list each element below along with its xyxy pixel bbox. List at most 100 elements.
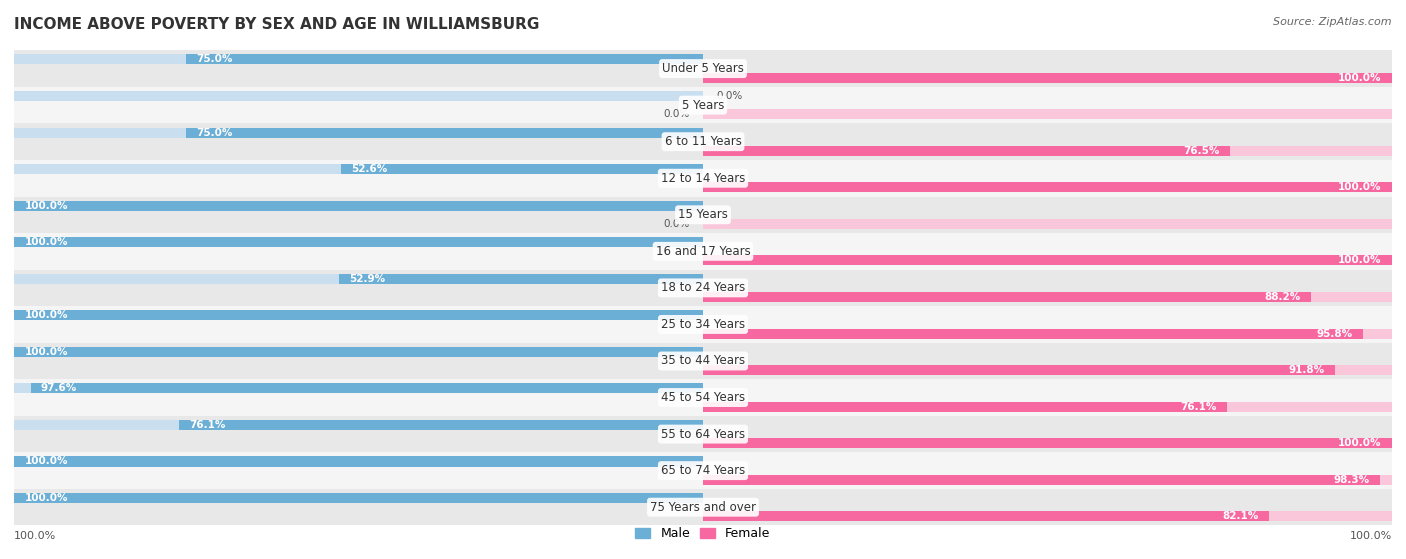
Bar [703, 365, 1392, 375]
Bar [31, 383, 703, 394]
Bar [703, 292, 1310, 302]
Text: 75.0%: 75.0% [197, 127, 233, 138]
Bar [14, 237, 703, 247]
Bar [14, 306, 1392, 343]
Text: 100.0%: 100.0% [14, 532, 56, 542]
Bar [703, 109, 1392, 119]
Bar [14, 343, 1392, 379]
Bar [14, 310, 703, 320]
Bar [14, 452, 1392, 489]
Bar [14, 201, 703, 211]
Bar [14, 50, 1392, 87]
Bar [14, 160, 1392, 197]
Bar [14, 54, 703, 64]
Bar [186, 54, 703, 64]
Bar [703, 329, 1392, 339]
Text: 15 Years: 15 Years [678, 209, 728, 221]
Bar [14, 420, 703, 430]
Bar [703, 182, 1392, 192]
Bar [14, 197, 1392, 233]
Bar [703, 292, 1392, 302]
Text: 12 to 14 Years: 12 to 14 Years [661, 172, 745, 184]
Bar [703, 73, 1392, 83]
Text: 95.8%: 95.8% [1316, 329, 1353, 339]
Bar [14, 347, 703, 357]
Text: 98.3%: 98.3% [1334, 475, 1369, 485]
Bar [14, 164, 703, 174]
Text: 55 to 64 Years: 55 to 64 Years [661, 428, 745, 440]
Bar [14, 416, 1392, 452]
Bar [703, 146, 1392, 156]
Bar [14, 233, 1392, 269]
Bar [703, 438, 1392, 448]
Text: 25 to 34 Years: 25 to 34 Years [661, 318, 745, 331]
Bar [14, 493, 703, 503]
Text: 35 to 44 Years: 35 to 44 Years [661, 354, 745, 367]
Bar [14, 124, 1392, 160]
Text: 18 to 24 Years: 18 to 24 Years [661, 281, 745, 295]
Text: Source: ZipAtlas.com: Source: ZipAtlas.com [1274, 17, 1392, 27]
Text: 100.0%: 100.0% [1339, 73, 1382, 83]
Text: 100.0%: 100.0% [24, 457, 67, 467]
Bar [703, 402, 1392, 411]
Bar [186, 127, 703, 138]
Bar [14, 457, 703, 467]
Bar [14, 489, 1392, 525]
Text: 97.6%: 97.6% [41, 383, 77, 394]
Text: 5 Years: 5 Years [682, 98, 724, 112]
Text: 76.1%: 76.1% [188, 420, 225, 430]
Text: 100.0%: 100.0% [24, 493, 67, 503]
Text: 16 and 17 Years: 16 and 17 Years [655, 245, 751, 258]
Bar [14, 493, 703, 503]
Bar [14, 347, 703, 357]
Text: 0.0%: 0.0% [717, 91, 742, 101]
Text: 0.0%: 0.0% [664, 109, 689, 119]
Bar [703, 402, 1227, 411]
Bar [703, 255, 1392, 266]
Text: 91.8%: 91.8% [1289, 365, 1324, 375]
Text: 52.9%: 52.9% [349, 274, 385, 284]
Bar [703, 219, 1392, 229]
Text: 100.0%: 100.0% [24, 310, 67, 320]
Bar [703, 438, 1392, 448]
Text: 100.0%: 100.0% [1339, 438, 1382, 448]
Bar [14, 274, 703, 284]
Text: 82.1%: 82.1% [1222, 511, 1258, 522]
Bar [703, 511, 1392, 522]
Bar [703, 329, 1362, 339]
Text: 100.0%: 100.0% [24, 347, 67, 357]
Text: 52.6%: 52.6% [352, 164, 387, 174]
Legend: Male, Female: Male, Female [630, 522, 776, 546]
Text: 88.2%: 88.2% [1264, 292, 1301, 302]
Bar [703, 73, 1392, 83]
Text: 65 to 74 Years: 65 to 74 Years [661, 464, 745, 477]
Bar [339, 274, 703, 284]
Text: 6 to 11 Years: 6 to 11 Years [665, 135, 741, 148]
Text: 100.0%: 100.0% [1339, 182, 1382, 192]
Bar [14, 237, 703, 247]
Text: 76.1%: 76.1% [1181, 402, 1218, 411]
Text: 100.0%: 100.0% [1350, 532, 1392, 542]
Text: 100.0%: 100.0% [24, 201, 67, 211]
Text: 0.0%: 0.0% [664, 219, 689, 229]
Bar [703, 146, 1230, 156]
Text: INCOME ABOVE POVERTY BY SEX AND AGE IN WILLIAMSBURG: INCOME ABOVE POVERTY BY SEX AND AGE IN W… [14, 17, 540, 32]
Bar [340, 164, 703, 174]
Bar [14, 383, 703, 394]
Text: Under 5 Years: Under 5 Years [662, 62, 744, 75]
Bar [14, 91, 703, 101]
Bar [703, 475, 1392, 485]
Text: 100.0%: 100.0% [24, 237, 67, 247]
Bar [14, 310, 703, 320]
Bar [703, 365, 1336, 375]
Text: 76.5%: 76.5% [1184, 146, 1219, 156]
Bar [703, 511, 1268, 522]
Text: 75.0%: 75.0% [197, 54, 233, 64]
Text: 75 Years and over: 75 Years and over [650, 501, 756, 514]
Bar [703, 255, 1392, 266]
Bar [14, 269, 1392, 306]
Bar [14, 201, 703, 211]
Text: 100.0%: 100.0% [1339, 255, 1382, 266]
Bar [179, 420, 703, 430]
Bar [703, 182, 1392, 192]
